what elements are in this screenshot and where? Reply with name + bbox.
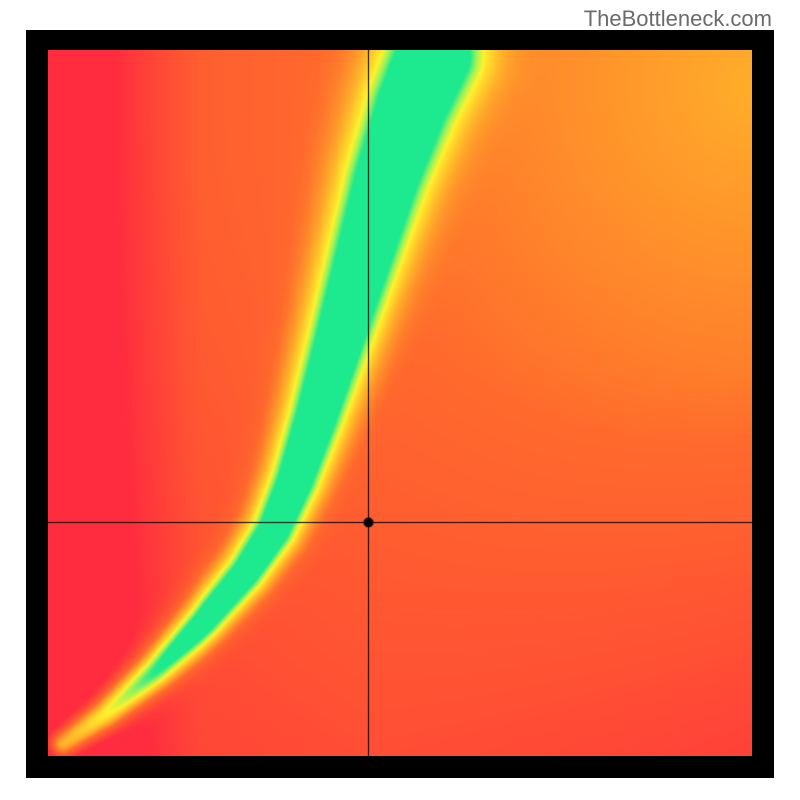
chart-container: TheBottleneck.com xyxy=(0,0,800,800)
heatmap-canvas xyxy=(48,50,752,756)
heatmap-plot xyxy=(48,50,752,756)
watermark-text: TheBottleneck.com xyxy=(584,6,772,32)
